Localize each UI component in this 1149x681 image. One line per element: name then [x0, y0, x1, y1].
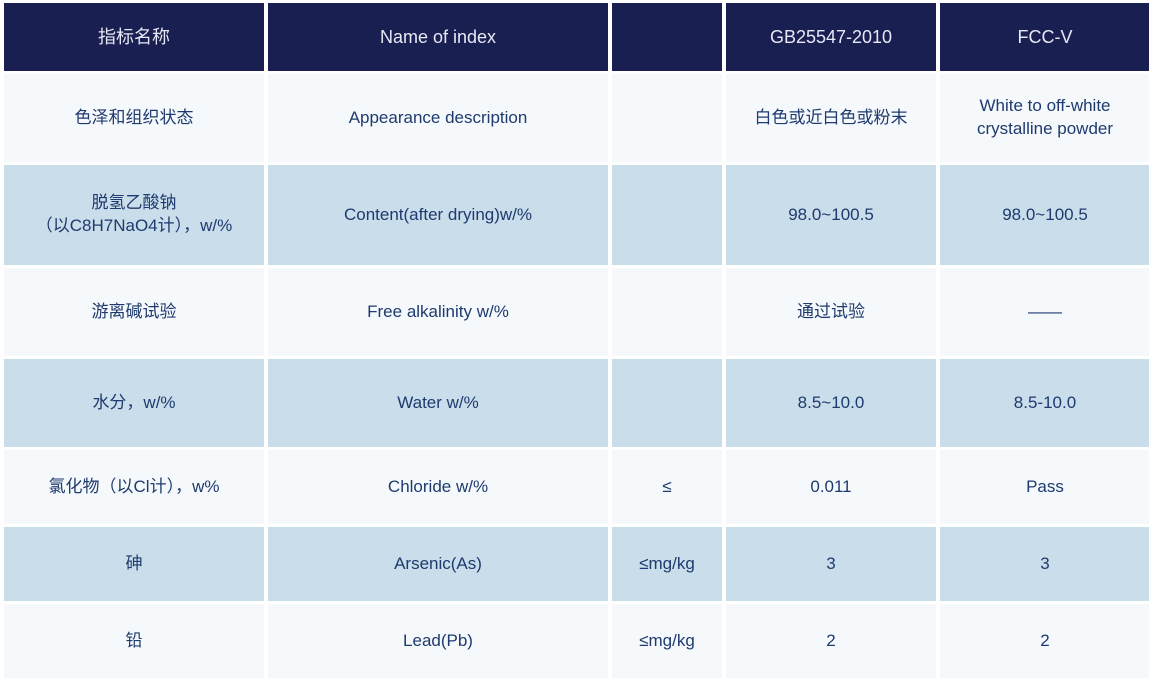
cell-op: ≤ — [612, 450, 722, 524]
cell-gb: 白色或近白色或粉末 — [726, 74, 936, 162]
cell-fcc: —— — [940, 268, 1149, 356]
cell-zh: 脱氢乙酸钠 （以C8H7NaO4计），w/% — [4, 165, 264, 265]
table-header: 指标名称 Name of index GB25547-2010 FCC-V — [4, 3, 1149, 71]
table-row: 游离碱试验Free alkalinity w/% 通过试验—— — [4, 268, 1149, 356]
cell-zh: 砷 — [4, 527, 264, 601]
cell-fcc: 8.5-10.0 — [940, 359, 1149, 447]
header-op — [612, 3, 722, 71]
header-zh: 指标名称 — [4, 3, 264, 71]
table-row: 脱氢乙酸钠 （以C8H7NaO4计），w/%Content(after dryi… — [4, 165, 1149, 265]
cell-gb: 0.011 — [726, 450, 936, 524]
header-en: Name of index — [268, 3, 608, 71]
cell-fcc: White to off-white crystalline powder — [940, 74, 1149, 162]
table-row: 色泽和组织状态Appearance description 白色或近白色或粉末Wh… — [4, 74, 1149, 162]
cell-op — [612, 268, 722, 356]
header-fcc: FCC-V — [940, 3, 1149, 71]
cell-gb: 98.0~100.5 — [726, 165, 936, 265]
cell-op: ≤mg/kg — [612, 527, 722, 601]
cell-op — [612, 74, 722, 162]
cell-op: ≤mg/kg — [612, 604, 722, 678]
cell-gb: 2 — [726, 604, 936, 678]
cell-fcc: Pass — [940, 450, 1149, 524]
cell-en: Content(after drying)w/% — [268, 165, 608, 265]
cell-gb: 通过试验 — [726, 268, 936, 356]
cell-en: Water w/% — [268, 359, 608, 447]
table-row: 铅Lead(Pb)≤mg/kg22 — [4, 604, 1149, 678]
table-row: 氯化物（以Cl计），w%Chloride w/%≤0.011Pass — [4, 450, 1149, 524]
cell-gb: 8.5~10.0 — [726, 359, 936, 447]
table-body: 色泽和组织状态Appearance description 白色或近白色或粉末Wh… — [4, 74, 1149, 678]
cell-zh: 游离碱试验 — [4, 268, 264, 356]
cell-en: Lead(Pb) — [268, 604, 608, 678]
cell-fcc: 3 — [940, 527, 1149, 601]
cell-fcc: 2 — [940, 604, 1149, 678]
table-row: 砷Arsenic(As)≤mg/kg33 — [4, 527, 1149, 601]
cell-en: Free alkalinity w/% — [268, 268, 608, 356]
cell-zh: 氯化物（以Cl计），w% — [4, 450, 264, 524]
cell-zh: 铅 — [4, 604, 264, 678]
cell-gb: 3 — [726, 527, 936, 601]
cell-op — [612, 359, 722, 447]
header-gb: GB25547-2010 — [726, 3, 936, 71]
cell-en: Appearance description — [268, 74, 608, 162]
cell-zh: 色泽和组织状态 — [4, 74, 264, 162]
spec-table: 指标名称 Name of index GB25547-2010 FCC-V 色泽… — [0, 0, 1149, 681]
cell-zh: 水分，w/% — [4, 359, 264, 447]
table-row: 水分，w/%Water w/% 8.5~10.08.5-10.0 — [4, 359, 1149, 447]
cell-en: Arsenic(As) — [268, 527, 608, 601]
cell-en: Chloride w/% — [268, 450, 608, 524]
cell-op — [612, 165, 722, 265]
cell-fcc: 98.0~100.5 — [940, 165, 1149, 265]
